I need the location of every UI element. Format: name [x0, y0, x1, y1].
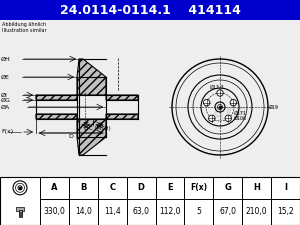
Polygon shape	[36, 114, 138, 155]
Text: ØE: ØE	[1, 74, 10, 79]
Text: I: I	[284, 183, 287, 192]
Bar	[0, 0, 300, 20]
Text: Ø100: Ø100	[234, 115, 247, 121]
Text: F(x): F(x)	[190, 183, 208, 192]
Text: 210,0: 210,0	[246, 207, 268, 216]
Bar	[0, 20, 300, 177]
Text: 67,0: 67,0	[219, 207, 236, 216]
Circle shape	[208, 115, 215, 122]
Circle shape	[203, 99, 210, 106]
Text: Illustration similar: Illustration similar	[2, 28, 46, 33]
Circle shape	[217, 90, 223, 96]
Text: F(x): F(x)	[1, 130, 13, 135]
Text: C (MTH): C (MTH)	[88, 126, 110, 131]
Text: A: A	[51, 183, 58, 192]
Text: G: G	[224, 183, 231, 192]
Text: 14,0: 14,0	[75, 207, 92, 216]
Text: 63,0: 63,0	[133, 207, 150, 216]
Text: C: C	[109, 183, 115, 192]
Text: 330,0: 330,0	[44, 207, 65, 216]
Text: B: B	[84, 126, 88, 131]
Bar	[19, 210, 22, 217]
Bar	[16, 207, 24, 211]
Text: ATE: ATE	[210, 106, 246, 124]
Text: Ø19: Ø19	[269, 104, 279, 110]
Text: 15,2: 15,2	[277, 207, 294, 216]
Text: D: D	[138, 183, 145, 192]
Text: 24.0114-0114.1    414114: 24.0114-0114.1 414114	[60, 4, 240, 16]
Text: B: B	[80, 183, 86, 192]
Text: Ø13,3: Ø13,3	[210, 85, 224, 90]
Text: 5: 5	[196, 207, 201, 216]
Text: 11,4: 11,4	[104, 207, 121, 216]
Bar	[0, 177, 300, 225]
Text: ØG: ØG	[1, 97, 11, 103]
Circle shape	[225, 115, 231, 122]
Text: ØH: ØH	[1, 56, 11, 61]
Polygon shape	[36, 59, 138, 100]
Text: Ø171: Ø171	[234, 110, 247, 115]
Text: ØA: ØA	[1, 104, 10, 110]
Text: Abbildung ähnlich: Abbildung ähnlich	[2, 22, 46, 27]
Text: D: D	[69, 134, 74, 139]
Text: 112,0: 112,0	[159, 207, 181, 216]
Circle shape	[230, 99, 236, 106]
Text: H: H	[253, 183, 260, 192]
Text: E: E	[167, 183, 173, 192]
Text: ØI: ØI	[1, 92, 8, 97]
